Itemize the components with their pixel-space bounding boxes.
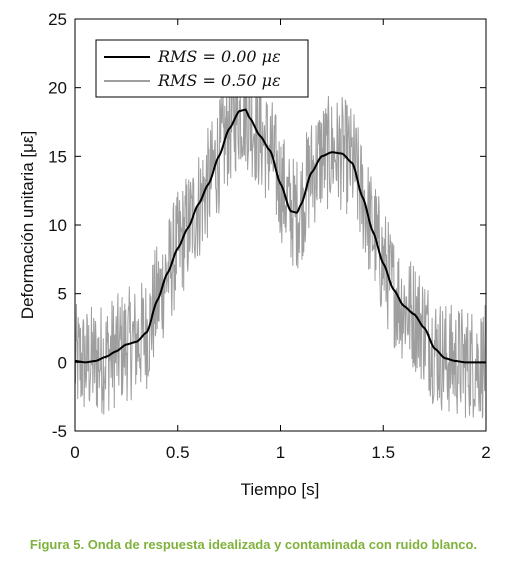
x-axis: 0 0.5 1 1.5 2 [70, 19, 491, 462]
y-tick-label: 15 [48, 147, 67, 166]
x-tick-label: 1.5 [371, 443, 395, 462]
legend-box [95, 39, 309, 98]
noisy-series-layer [74, 61, 487, 419]
y-tick-label: 20 [48, 79, 67, 98]
x-tick-label: 1 [276, 443, 285, 462]
x-tick-label: 0 [70, 443, 79, 462]
y-tick-label: 0 [58, 353, 67, 372]
series-line-clean [74, 108, 486, 364]
y-axis-label: Deformación unitaria [με] [18, 131, 37, 319]
x-tick-label: 2 [481, 443, 490, 462]
figure-caption: Figura 5. Onda de respuesta idealizada y… [29, 537, 478, 552]
y-tick-label: 25 [48, 10, 67, 29]
series-line-noisy [74, 61, 487, 419]
y-axis: -5 0 5 10 15 20 25 [48, 10, 486, 441]
y-tick-label: 5 [58, 285, 67, 304]
y-tick-label: -5 [52, 422, 67, 441]
legend-label-clean: RMS = 0.00 με [157, 47, 281, 66]
clean-series-layer [74, 108, 486, 364]
legend: RMS = 0.00 με RMS = 0.50 με [95, 39, 309, 98]
x-axis-label: Tiempo [s] [241, 480, 320, 499]
y-tick-label: 10 [48, 216, 67, 235]
legend-label-noisy: RMS = 0.50 με [157, 71, 281, 90]
x-tick-label: 0.5 [166, 443, 190, 462]
